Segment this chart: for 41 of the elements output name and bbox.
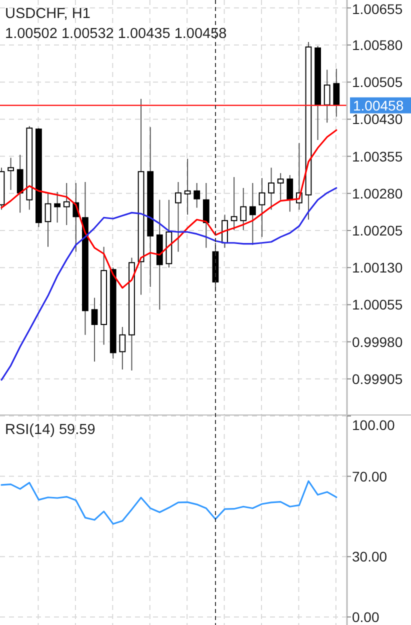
y-tick-label: 0.99980 <box>352 334 403 350</box>
candlestick <box>249 182 256 246</box>
y-tick-label: 1.00205 <box>352 222 403 238</box>
text: 1.00502 1.00532 1.00435 1.00458 <box>5 26 227 42</box>
y-tick-label: 30.00 <box>352 548 388 565</box>
y-tick-label: 70.00 <box>352 468 388 484</box>
candlestick <box>54 191 61 224</box>
y-tick-label: 1.00580 <box>352 37 403 54</box>
candlestick <box>184 158 191 216</box>
y-tick-label: 1.00430 <box>352 111 403 128</box>
candlestick <box>175 182 182 252</box>
candlestick <box>333 68 340 118</box>
candlestick <box>63 182 70 226</box>
line-series <box>0 129 338 289</box>
y-tick-label: 1.00130 <box>352 260 403 276</box>
y-tick-label: 0.99905 <box>352 370 403 387</box>
candlestick <box>16 154 24 214</box>
line-series <box>0 187 338 381</box>
chart-title: RSI(14) 59.59 <box>5 422 96 438</box>
y-tick-label: 1.00655 <box>352 1 403 17</box>
candlestick <box>277 172 284 200</box>
candlestick <box>324 69 330 124</box>
candlestick <box>44 192 52 248</box>
candlestick <box>268 167 274 210</box>
candlestick <box>91 297 98 362</box>
candlestick <box>230 176 238 231</box>
y-tick-label: 1.00355 <box>352 148 403 164</box>
candlestick <box>119 326 126 370</box>
chart-title: USDCHF, H1 <box>5 6 90 22</box>
candlestick <box>258 178 266 238</box>
y-tick-label: 1.00280 <box>352 185 403 202</box>
candlestick <box>202 182 210 248</box>
y-tick-label: 100.00 <box>352 417 396 433</box>
candlestick <box>240 187 247 231</box>
y-tick-label: 0.00 <box>352 608 380 625</box>
y-tick-label: 1.00505 <box>352 74 403 90</box>
candlestick <box>8 157 14 190</box>
ref-line-label: 1.00458 <box>353 97 404 114</box>
candlestick <box>194 182 200 208</box>
y-tick-label: 1.00055 <box>352 296 403 313</box>
candlestick <box>286 174 294 212</box>
